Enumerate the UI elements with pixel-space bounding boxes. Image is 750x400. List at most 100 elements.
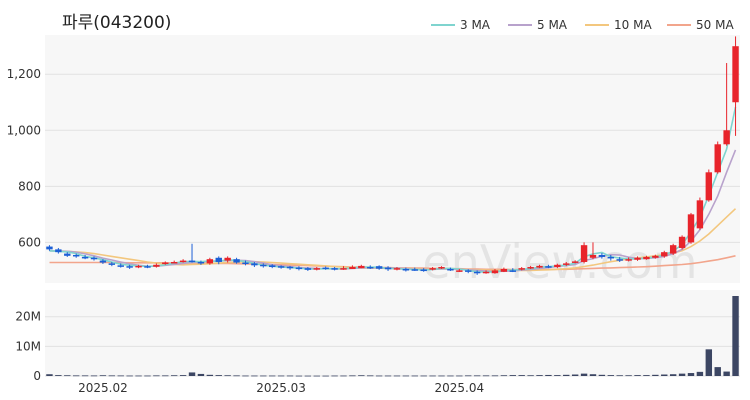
candle-body: [447, 268, 454, 271]
candle: [589, 242, 597, 260]
candle: [108, 261, 116, 267]
volume-bar: [465, 375, 472, 377]
candle-body: [491, 270, 499, 274]
candle: [162, 261, 169, 265]
volume-bar: [447, 375, 454, 377]
volume-bar: [714, 367, 721, 376]
volume-bar: [117, 375, 124, 377]
candle: [420, 268, 427, 272]
volume-bar: [723, 371, 730, 376]
candle: [126, 264, 133, 269]
candle: [358, 264, 365, 269]
candle: [456, 268, 463, 273]
candle-body: [723, 130, 730, 145]
candle: [81, 254, 89, 260]
candle: [277, 265, 285, 269]
price-axis-ticks: 600 800 1,000 1,200: [7, 67, 41, 249]
legend-item: 5 MA: [508, 18, 568, 32]
volume-bar: [224, 375, 231, 377]
candle: [607, 254, 615, 261]
candle: [322, 266, 329, 270]
volume-bar: [696, 371, 704, 376]
candle: [447, 267, 454, 271]
candle: [580, 242, 588, 264]
candle-body: [411, 269, 418, 271]
volume-bar: [652, 374, 659, 376]
candle-body: [563, 263, 570, 265]
candle-body: [64, 253, 71, 256]
volume-bar: [269, 375, 276, 377]
candle-body: [571, 261, 579, 263]
candle-body: [607, 256, 615, 259]
volume-bar: [518, 375, 525, 376]
candle: [99, 259, 107, 264]
candle: [669, 243, 677, 255]
volume-bar: [64, 375, 71, 377]
candle: [72, 253, 80, 258]
volume-bar: [179, 375, 187, 376]
candle-body: [536, 265, 543, 268]
candle-body: [465, 270, 472, 272]
candle-body: [625, 259, 632, 261]
volume-bar: [188, 372, 196, 376]
volume-tick-label: 20M: [15, 310, 41, 324]
price-tick-label: 800: [18, 179, 41, 193]
candle: [527, 265, 534, 269]
candle: [500, 267, 508, 273]
volume-bar: [135, 375, 142, 377]
candle: [545, 264, 552, 269]
volume-bar: [233, 375, 240, 377]
candle-body: [72, 254, 80, 257]
candle: [402, 267, 410, 272]
candle-body: [554, 264, 561, 268]
candle-body: [233, 259, 240, 263]
candle: [661, 250, 668, 258]
legend-label: 10 MA: [614, 18, 652, 32]
volume-bar: [46, 374, 53, 376]
candle-body: [456, 270, 463, 272]
candle: [598, 253, 606, 259]
candle-body: [669, 245, 677, 254]
candle-body: [402, 268, 410, 271]
candle-body: [153, 264, 160, 267]
volume-bar: [536, 375, 543, 376]
volume-bar: [206, 374, 214, 376]
volume-bar: [509, 375, 516, 376]
candle-body: [215, 257, 222, 262]
volume-bar: [251, 375, 258, 377]
candle: [438, 266, 445, 269]
candle-body: [162, 262, 169, 265]
candle-body: [135, 265, 142, 268]
candle-body: [197, 261, 205, 264]
volume-bar: [625, 375, 632, 377]
candle: [90, 256, 98, 261]
candle: [616, 256, 623, 262]
candle-body: [90, 257, 98, 260]
volume-bar: [384, 375, 392, 377]
volume-bar: [545, 374, 552, 376]
candle: [393, 267, 401, 271]
candle-body: [589, 254, 597, 258]
volume-bar: [90, 375, 98, 377]
candle: [375, 265, 383, 270]
candle-body: [242, 262, 249, 265]
price-tick-label: 600: [18, 235, 41, 249]
candle: [482, 270, 490, 274]
candle: [340, 266, 347, 270]
volume-bar: [197, 373, 205, 376]
candle-body: [81, 256, 89, 259]
candle-body: [714, 144, 721, 173]
candle: [224, 256, 231, 263]
volume-bar: [661, 374, 668, 376]
volume-bar: [162, 375, 169, 377]
candle-body: [393, 268, 401, 270]
volume-bar: [491, 375, 499, 377]
volume-panel-bg: [45, 290, 740, 376]
volume-bar: [580, 373, 588, 376]
candle-body: [224, 257, 231, 261]
candle: [46, 245, 53, 251]
volume-bar: [349, 375, 356, 377]
volume-bar: [669, 374, 677, 376]
candle: [170, 260, 178, 264]
candle: [652, 254, 659, 259]
